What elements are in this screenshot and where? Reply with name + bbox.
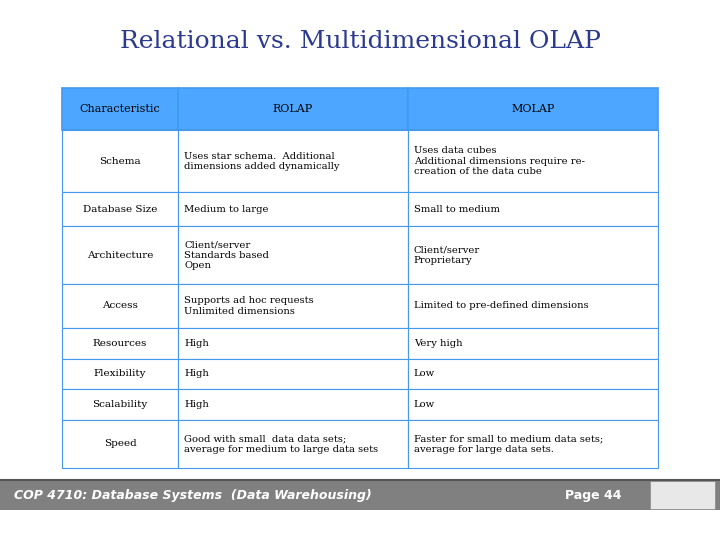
- Bar: [408, 226, 658, 284]
- Text: MOLAP: MOLAP: [511, 104, 554, 114]
- Text: Access: Access: [102, 301, 138, 310]
- Bar: [179, 192, 408, 226]
- Text: Uses data cubes
Additional dimensions require re-
creation of the data cube: Uses data cubes Additional dimensions re…: [414, 146, 585, 176]
- Text: Architecture: Architecture: [87, 251, 153, 260]
- Text: Speed: Speed: [104, 440, 137, 448]
- Text: Supports ad hoc requests
Unlimited dimensions: Supports ad hoc requests Unlimited dimen…: [184, 296, 314, 316]
- Bar: [408, 359, 658, 389]
- Text: Faster for small to medium data sets;
average for large data sets.: Faster for small to medium data sets; av…: [414, 434, 603, 454]
- Text: COP 4710: Database Systems  (Data Warehousing): COP 4710: Database Systems (Data Warehou…: [14, 489, 372, 502]
- Text: High: High: [184, 339, 209, 348]
- Bar: [179, 420, 408, 468]
- Text: ROLAP: ROLAP: [273, 104, 313, 114]
- Text: Uses star schema.  Additional
dimensions added dynamically: Uses star schema. Additional dimensions …: [184, 152, 340, 171]
- Text: Flexibility: Flexibility: [94, 369, 146, 379]
- Text: Characteristic: Characteristic: [80, 104, 161, 114]
- Bar: [62, 359, 179, 389]
- Bar: [179, 130, 408, 192]
- Bar: [408, 192, 658, 226]
- Bar: [62, 284, 179, 328]
- Bar: [179, 389, 408, 420]
- Text: Limited to pre-defined dimensions: Limited to pre-defined dimensions: [414, 301, 588, 310]
- Text: Medium to large: Medium to large: [184, 205, 269, 214]
- Text: Small to medium: Small to medium: [414, 205, 500, 214]
- Text: Schema: Schema: [99, 157, 141, 166]
- Bar: [62, 328, 179, 359]
- Bar: [179, 284, 408, 328]
- Text: Low: Low: [414, 369, 435, 379]
- Text: Good with small  data data sets;
average for medium to large data sets: Good with small data data sets; average …: [184, 434, 378, 454]
- Bar: [179, 88, 408, 130]
- Bar: [408, 420, 658, 468]
- Bar: [62, 226, 179, 284]
- Text: Page 44: Page 44: [565, 489, 621, 502]
- Bar: [0, 480, 720, 510]
- Bar: [408, 328, 658, 359]
- Bar: [62, 88, 179, 130]
- Bar: [179, 226, 408, 284]
- Bar: [179, 359, 408, 389]
- Bar: [62, 420, 179, 468]
- Bar: [650, 481, 715, 509]
- Text: High: High: [184, 369, 209, 379]
- Text: Client/server
Standards based
Open: Client/server Standards based Open: [184, 240, 269, 270]
- Text: Database Size: Database Size: [83, 205, 157, 214]
- Bar: [408, 389, 658, 420]
- Bar: [62, 192, 179, 226]
- Text: Scalability: Scalability: [92, 400, 148, 409]
- Text: Relational vs. Multidimensional OLAP: Relational vs. Multidimensional OLAP: [120, 30, 600, 53]
- Text: Very high: Very high: [414, 339, 462, 348]
- Bar: [408, 88, 658, 130]
- Text: Low: Low: [414, 400, 435, 409]
- Text: Resources: Resources: [93, 339, 148, 348]
- Bar: [62, 130, 179, 192]
- Text: Client/server
Proprietary: Client/server Proprietary: [414, 245, 480, 265]
- Bar: [179, 328, 408, 359]
- Text: High: High: [184, 400, 209, 409]
- Bar: [62, 389, 179, 420]
- Bar: [408, 130, 658, 192]
- Bar: [408, 284, 658, 328]
